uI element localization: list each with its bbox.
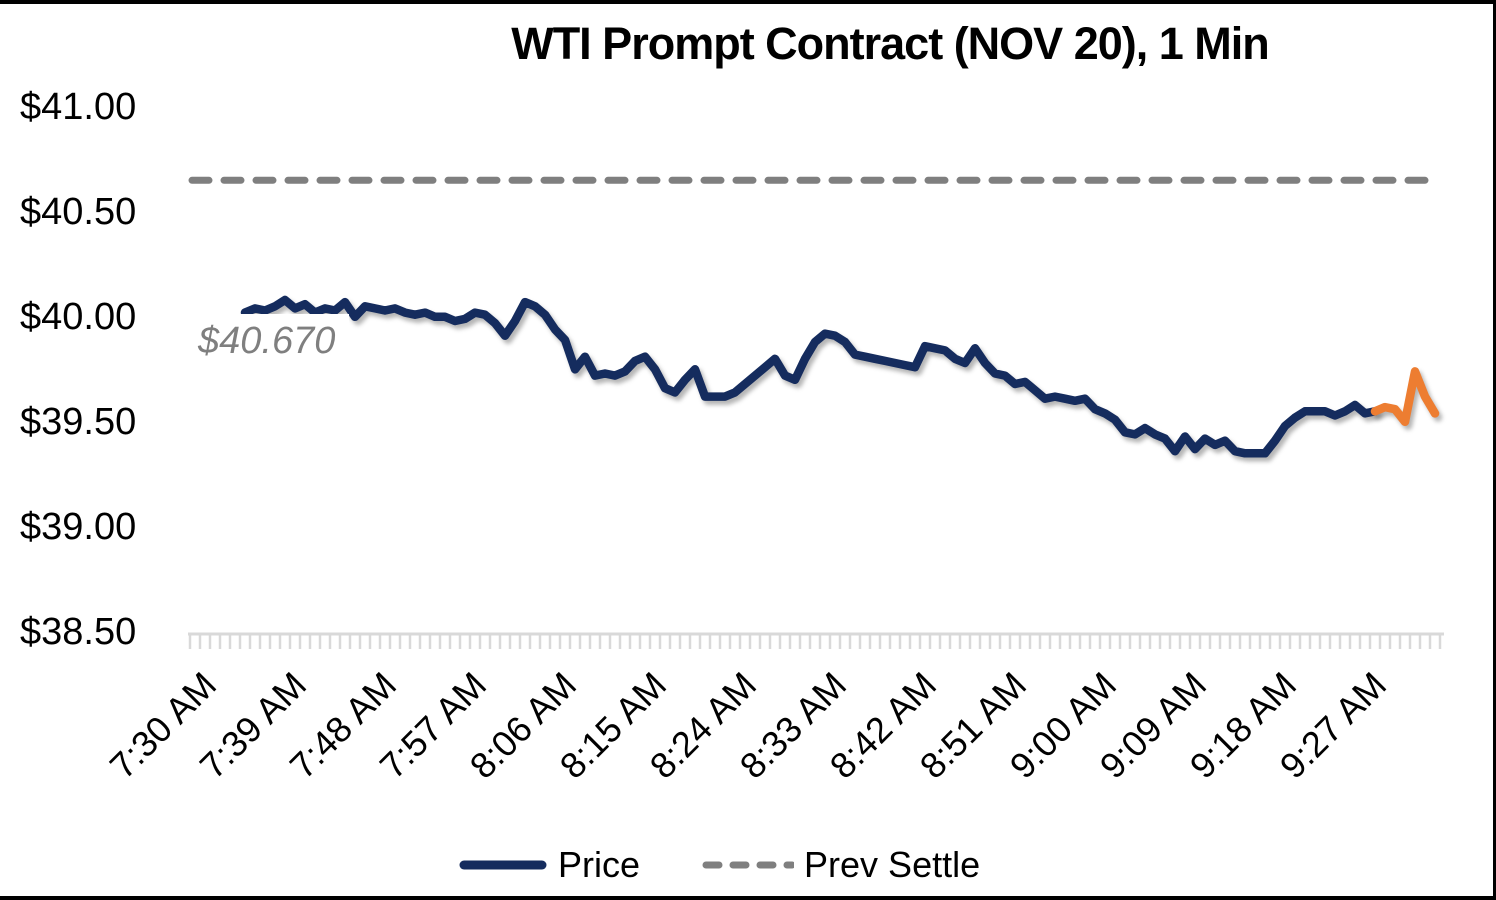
y-axis-label: $39.00 (20, 506, 137, 548)
legend-item-price: Price (458, 844, 640, 886)
prev-settle-annotation: $40.670 (190, 314, 350, 371)
y-axis-label: $38.50 (20, 611, 137, 653)
y-axis-label: $40.50 (20, 191, 137, 233)
legend: Price Prev Settle (458, 844, 980, 886)
legend-label-prev-settle: Prev Settle (804, 844, 981, 885)
legend-item-prev-settle: Prev Settle (702, 844, 980, 886)
price-line-latest (1370, 367, 1440, 427)
y-axis-label: $40.00 (20, 296, 137, 338)
price-line-swatch-icon (459, 860, 547, 870)
price-line (240, 295, 1380, 458)
plot-area (188, 176, 1444, 649)
y-axis-label: $41.00 (20, 86, 137, 128)
chart-title: WTI Prompt Contract (NOV 20), 1 Min (511, 18, 1270, 69)
legend-label-price: Price (558, 844, 641, 885)
y-axis-label: $39.50 (20, 401, 137, 443)
prev-settle-dash-swatch-icon (702, 861, 795, 869)
